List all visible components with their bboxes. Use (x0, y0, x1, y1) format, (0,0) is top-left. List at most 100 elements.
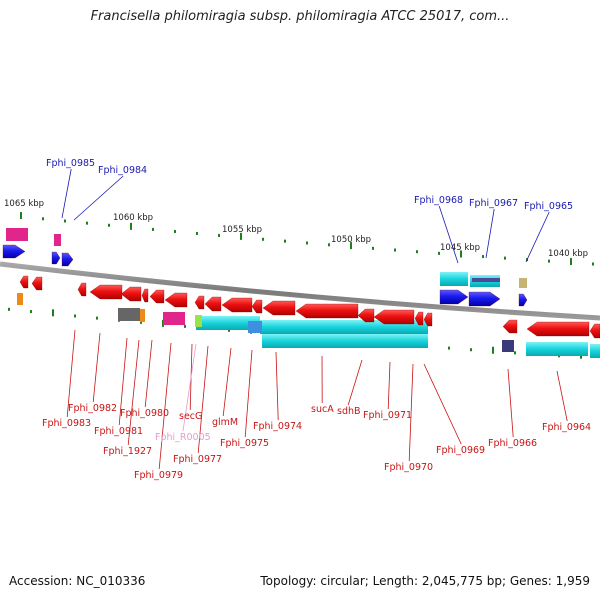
kbp-scale-labels: 1065 kbp 1060 kbp 1055 kbp 1050 kbp 1045 kbp… (4, 199, 588, 259)
tick-mark (20, 212, 22, 220)
reverse-gene (204, 296, 222, 312)
gene-label: Fphi_0980 (120, 408, 169, 419)
gene-label: Fphi_0971 (363, 410, 412, 421)
reverse-gene (589, 323, 600, 339)
kbp-scale-label: 1055 kbp (222, 225, 262, 235)
protein-domain-band (526, 342, 588, 356)
reverse-gene (120, 286, 142, 302)
protein-domain-band (195, 315, 202, 327)
gene-label: Fphi_0982 (68, 403, 117, 414)
tick-mark (240, 232, 242, 240)
tick-mark (184, 324, 186, 328)
tick-mark (492, 346, 494, 354)
tick-mark (42, 217, 44, 221)
tick-mark (152, 227, 154, 231)
leader-line (275, 351, 279, 421)
tick-mark (8, 307, 10, 311)
gene-label: Fphi_0984 (98, 165, 147, 176)
tick-mark (52, 309, 54, 317)
kbp-scale-label: 1050 kbp (331, 235, 371, 245)
protein-domain-band (248, 321, 262, 333)
reverse-gene (423, 312, 433, 327)
protein-domain-band (590, 344, 600, 358)
forward-gene (439, 289, 469, 305)
tick-mark (174, 229, 176, 233)
tick-mark (372, 246, 374, 250)
leader-line (73, 175, 124, 221)
leader-line (118, 337, 128, 426)
tick-mark (96, 316, 98, 320)
leader-line (197, 345, 209, 454)
leader-line (244, 349, 253, 438)
protein-domain-band (262, 334, 428, 348)
leader-line (556, 370, 568, 422)
forward-gene (2, 244, 26, 259)
tick-mark (570, 258, 572, 266)
leader-line (507, 368, 514, 438)
leader-line (158, 342, 172, 470)
reverse-gene (414, 311, 424, 326)
reverse-gene (194, 295, 205, 310)
gene-label: Fphi_1927 (103, 446, 152, 457)
tick-mark (108, 223, 110, 227)
gene-label: Fphi_0983 (42, 418, 91, 429)
leader-line (127, 339, 140, 446)
reverse-gene (31, 276, 43, 291)
tick-mark (196, 231, 198, 235)
genome-title: Francisella philomiragia subsp. philomir… (90, 9, 510, 24)
leader-line (387, 361, 391, 410)
gene-label: Fphi_0964 (542, 422, 591, 433)
gene-label: sucA (311, 404, 334, 415)
protein-domain-band (502, 340, 514, 352)
protein-domain-track (6, 228, 600, 358)
genome-stats-text: Topology: circular; Length: 2,045,775 bp… (260, 574, 590, 588)
kbp-scale-label: 1045 kbp (440, 243, 480, 253)
gene-label: Fphi_0967 (469, 198, 518, 209)
leader-line (485, 208, 495, 259)
forward-gene (51, 251, 61, 265)
tick-mark (580, 355, 582, 359)
tick-mark (504, 256, 506, 260)
tick-mark (64, 219, 66, 223)
tick-mark (140, 320, 142, 324)
kbp-scale-label: 1065 kbp (4, 199, 44, 209)
tick-mark (328, 243, 330, 247)
reverse-gene (141, 288, 149, 303)
gene-label: Fphi_R0005 (155, 432, 211, 443)
gene-label: Fphi_0975 (220, 438, 269, 449)
protein-domain-band (140, 309, 145, 322)
leader-line (347, 359, 363, 406)
reverse-gene (251, 299, 263, 314)
forward-gene (518, 293, 528, 307)
tick-mark (460, 250, 462, 258)
gene-label: Fphi_0966 (488, 438, 537, 449)
protein-domain-band (519, 278, 527, 288)
protein-domain-band (440, 272, 468, 286)
leader-line (66, 329, 76, 418)
tick-mark (394, 248, 396, 252)
tick-mark (30, 310, 32, 314)
reverse-gene (149, 289, 165, 304)
reverse-gene (77, 282, 87, 297)
gene-label: glmM (212, 417, 238, 428)
kbp-scale-label: 1040 kbp (548, 249, 588, 259)
reverse-gene (262, 300, 296, 316)
gene-label: Fphi_0970 (384, 462, 433, 473)
forward-gene (61, 252, 74, 267)
accession-text: Accession: NC_010336 (9, 574, 146, 588)
leader-line (438, 205, 459, 264)
kbp-scale-label: 1060 kbp (113, 213, 153, 223)
gene-label: Fphi_0969 (436, 445, 485, 456)
reverse-gene (373, 309, 415, 325)
reverse-gene (526, 321, 590, 337)
reverse-gene (295, 303, 359, 319)
gene-label: Fphi_0985 (46, 158, 95, 169)
tick-mark (416, 250, 418, 254)
leader-line (408, 363, 414, 462)
leader-line (92, 332, 101, 403)
tick-mark (130, 222, 132, 230)
protein-domain-band (163, 312, 185, 325)
gene-label: Fphi_0965 (524, 201, 573, 212)
